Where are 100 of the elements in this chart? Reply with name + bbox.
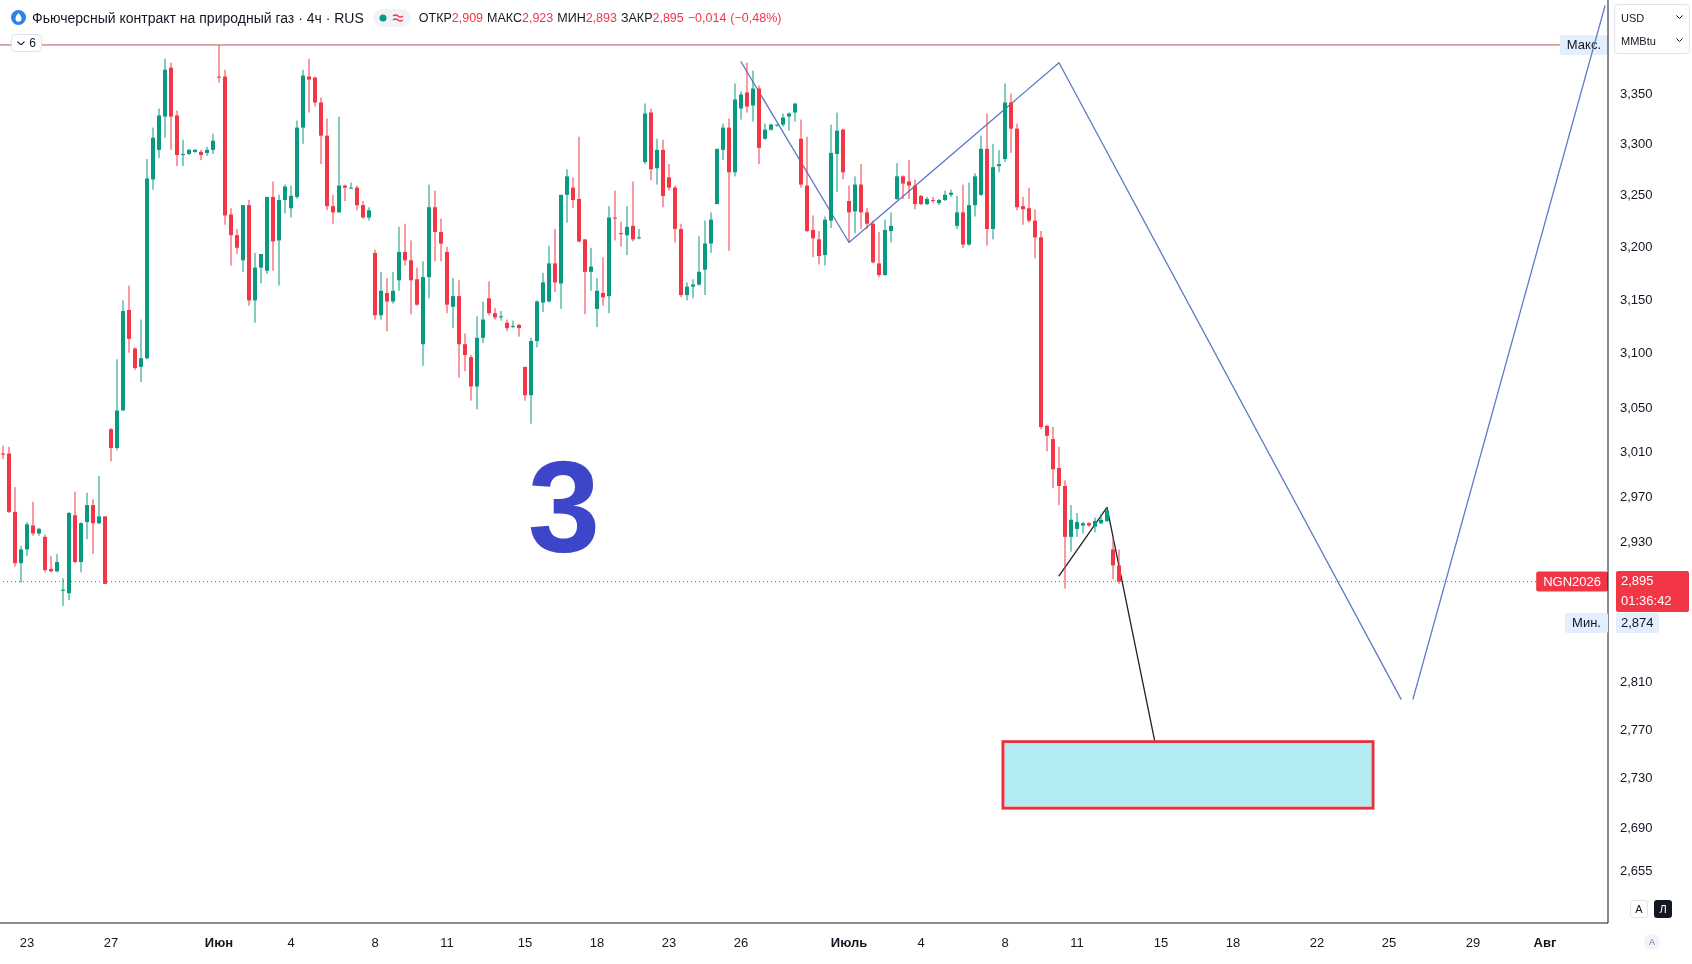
- candlestick: [685, 281, 689, 301]
- candlestick: [109, 427, 113, 462]
- candlestick: [1075, 512, 1079, 538]
- label-tag: Мин.: [1565, 613, 1608, 634]
- candlestick: [511, 320, 515, 329]
- candlestick: [889, 211, 893, 243]
- toggle-button: 6: [11, 34, 42, 52]
- candlestick: [343, 184, 347, 202]
- x-tick-label: 4: [287, 934, 295, 950]
- candlestick: [91, 498, 95, 555]
- text: Фьючерсный контракт на природный газ · 4ч · RUS: [32, 9, 364, 26]
- candlestick: [895, 162, 899, 201]
- candlestick: [865, 207, 869, 230]
- circle-button: A: [1644, 934, 1660, 950]
- candlestick: [31, 501, 35, 537]
- candlestick: [901, 174, 905, 200]
- candlestick: [493, 307, 497, 321]
- candlestick: [55, 553, 59, 573]
- x-tick-label: 18: [589, 934, 605, 950]
- candlestick: [955, 195, 959, 230]
- candlestick: [139, 319, 143, 383]
- candlestick: [505, 319, 509, 332]
- x-tick-label: 29: [1465, 934, 1481, 950]
- candlestick: [655, 138, 659, 186]
- candlestick: [631, 180, 635, 242]
- candlestick: [1111, 537, 1115, 580]
- candlestick: [193, 148, 197, 154]
- label-tag: NGN2026: [1536, 571, 1608, 592]
- candlestick: [697, 235, 701, 287]
- candlestick: [451, 277, 455, 329]
- x-tick-label: Авг: [1533, 934, 1557, 950]
- candlestick: [1027, 187, 1031, 224]
- y-tick-label: 2,970: [1620, 488, 1653, 504]
- candlestick: [691, 278, 695, 299]
- x-tick-label: 23: [661, 934, 677, 950]
- candlestick: [481, 300, 485, 344]
- ref-line-label: NGN2026: [1543, 574, 1601, 590]
- candlestick: [1093, 517, 1097, 533]
- x-tick-label: 15: [1153, 934, 1169, 950]
- y-tick-label: 3,250: [1620, 187, 1653, 203]
- price-tag: 2,874: [1616, 613, 1659, 634]
- candlestick: [517, 323, 521, 338]
- candlestick: [181, 139, 185, 167]
- x-tick-label: 18: [1225, 934, 1241, 950]
- candlestick: [553, 228, 557, 293]
- candlestick: [349, 182, 353, 190]
- candlestick: [85, 492, 89, 540]
- y-tick-label: 2,730: [1620, 770, 1653, 786]
- candlestick: [907, 159, 911, 200]
- candlestick: [385, 277, 389, 332]
- candlestick: [211, 133, 215, 155]
- ref-line-label: Макс.: [1566, 37, 1601, 53]
- candlestick: [847, 185, 851, 243]
- candlestick: [229, 207, 233, 267]
- text: ОТКР2,909 МАКС2,923 МИН2,893 ЗАКР2,895 −0,014 (−0,48%): [418, 10, 782, 25]
- candlestick: [1045, 424, 1049, 452]
- candlestick: [709, 211, 713, 254]
- candlestick: [409, 239, 413, 315]
- candlestick: [1069, 504, 1073, 553]
- candlestick: [199, 149, 203, 161]
- candlestick: [793, 103, 797, 123]
- candlestick: [667, 163, 671, 192]
- candlestick: [625, 205, 629, 256]
- candlestick: [787, 112, 791, 132]
- candlestick: [751, 70, 755, 123]
- x-tick-label: 26: [733, 934, 749, 950]
- x-tick-label: Июн: [204, 934, 234, 950]
- candlestick: [487, 280, 491, 316]
- candlestick: [601, 256, 605, 307]
- x-tick-label: 8: [1001, 934, 1009, 950]
- candlestick: [775, 124, 779, 128]
- candlestick: [217, 44, 221, 84]
- x-tick-label: Июль: [830, 934, 868, 950]
- auto-button: A: [1630, 900, 1648, 918]
- candlestick: [937, 198, 941, 206]
- candlestick: [133, 346, 137, 371]
- price-tag: 2,895 01:36:42: [1616, 571, 1689, 613]
- candlestick: [331, 194, 335, 225]
- candlestick: [439, 218, 443, 262]
- y-tick-label: 2,810: [1620, 673, 1653, 689]
- candlestick: [19, 545, 23, 584]
- candlestick: [355, 185, 359, 211]
- x-tick-label: 11: [1070, 934, 1084, 950]
- y-tick-label: 3,300: [1620, 136, 1653, 152]
- y-tick-label: 3,200: [1620, 239, 1653, 255]
- y-tick-label: 3,050: [1620, 399, 1653, 415]
- candlestick: [949, 189, 953, 198]
- candlestick: [499, 310, 503, 322]
- y-tick-label: 2,770: [1620, 721, 1653, 737]
- candlestick: [205, 146, 209, 157]
- y-tick-label: 3,350: [1620, 86, 1653, 101]
- candlestick: [595, 277, 599, 328]
- x-tick-label: 15: [517, 934, 533, 950]
- label-tag: Макс.: [1559, 34, 1608, 55]
- candlestick: [367, 206, 371, 222]
- candlestick: [997, 149, 1001, 173]
- log-button: Л: [1654, 900, 1672, 918]
- y-tick-label: 3,100: [1620, 345, 1653, 361]
- x-tick-label: 25: [1381, 934, 1397, 950]
- x-tick-label: 4: [917, 934, 925, 950]
